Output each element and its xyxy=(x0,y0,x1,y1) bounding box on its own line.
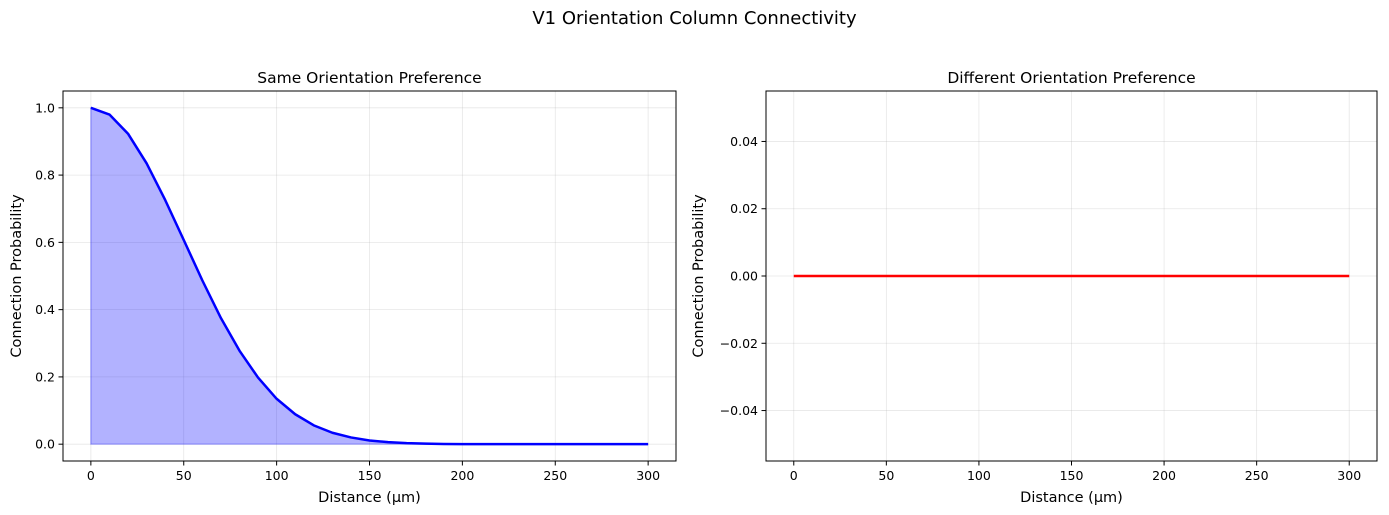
x-tick-label: 0 xyxy=(87,468,95,483)
x-tick-label: 200 xyxy=(450,468,474,483)
x-tick-label: 300 xyxy=(636,468,660,483)
x-tick-label: 100 xyxy=(265,468,289,483)
axes-same-orientation: Same Orientation Preference Distance (μm… xyxy=(9,69,677,506)
y-tick-label: 0.0 xyxy=(35,437,55,452)
y-tick-label: 0.4 xyxy=(35,302,55,317)
y-tick-label: 0.6 xyxy=(35,235,55,250)
x-tick-label: 50 xyxy=(878,468,894,483)
y-tick-label: 0.8 xyxy=(35,168,55,183)
x-axis-label: Distance (μm) xyxy=(1020,490,1123,506)
y-tick-label: −0.04 xyxy=(720,403,758,418)
x-tick-label: 50 xyxy=(176,468,192,483)
series-line xyxy=(90,106,649,446)
x-tick-label: 150 xyxy=(358,468,382,483)
x-axis-label: Distance (μm) xyxy=(318,490,421,506)
y-tick-label: 0.2 xyxy=(35,369,55,384)
axes-title: Different Orientation Preference xyxy=(947,69,1195,87)
axes-title: Same Orientation Preference xyxy=(257,69,481,87)
axes-different-orientation: Different Orientation Preference Distanc… xyxy=(691,69,1378,506)
y-tick-label: −0.02 xyxy=(720,336,758,351)
x-tick-label: 300 xyxy=(1337,468,1361,483)
y-axis-label: Connection Probability xyxy=(691,194,707,358)
x-tick-label: 250 xyxy=(543,468,567,483)
y-axis-label: Connection Probability xyxy=(9,194,25,358)
y-tick-label: 0.00 xyxy=(730,269,758,284)
figure-suptitle: V1 Orientation Column Connectivity xyxy=(532,8,857,29)
x-tick-label: 250 xyxy=(1245,468,1269,483)
y-tick-label: 1.0 xyxy=(35,100,55,115)
y-tick-label: 0.04 xyxy=(730,134,758,149)
x-tick-label: 100 xyxy=(967,468,991,483)
x-tick-label: 0 xyxy=(790,468,798,483)
x-tick-label: 200 xyxy=(1152,468,1176,483)
x-tick-label: 150 xyxy=(1060,468,1084,483)
y-tick-label: 0.02 xyxy=(730,201,758,216)
